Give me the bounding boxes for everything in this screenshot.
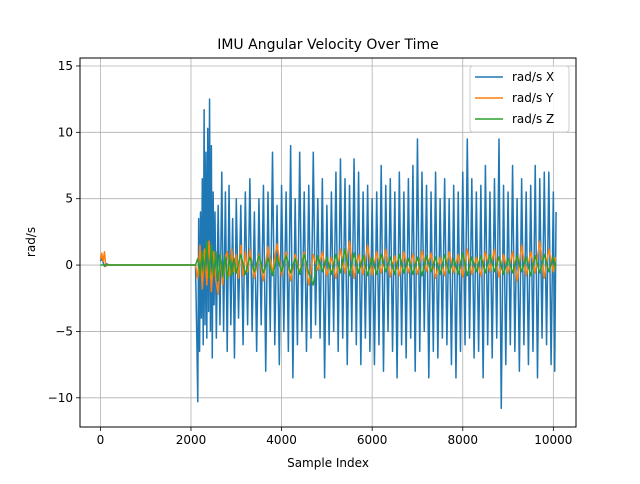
- y-tick-label: −10: [48, 391, 73, 405]
- legend-label: rad/s Y: [512, 91, 554, 105]
- y-axis-label: rad/s: [24, 227, 38, 257]
- x-tick-label: 8000: [447, 433, 478, 447]
- y-axis-ticks: −10 −5 0 5 10 15: [48, 59, 80, 405]
- x-tick-label: 10000: [534, 433, 572, 447]
- series-group: [99, 98, 557, 410]
- x-tick-label: 2000: [176, 433, 207, 447]
- chart-title: IMU Angular Velocity Over Time: [217, 37, 439, 53]
- y-tick-label: 10: [58, 125, 73, 139]
- y-tick-label: 0: [65, 258, 73, 272]
- x-axis-label: Sample Index: [287, 456, 369, 470]
- legend-label: rad/s X: [512, 70, 554, 84]
- legend-label: rad/s Z: [512, 112, 554, 126]
- series-line-3: [100, 240, 557, 286]
- legend-box: [469, 65, 570, 133]
- x-axis-ticks: 0 2000 4000 6000 8000 10000: [97, 427, 572, 447]
- x-tick-label: 0: [97, 433, 105, 447]
- series-line-1: [99, 98, 557, 410]
- x-tick-label: 4000: [266, 433, 297, 447]
- y-tick-label: 5: [65, 192, 73, 206]
- x-tick-label: 6000: [357, 433, 388, 447]
- y-tick-label: −5: [55, 324, 73, 338]
- legend: rad/s X rad/s Y rad/s Z: [469, 65, 570, 133]
- axes-frame: [79, 57, 577, 428]
- y-tick-label: 15: [58, 59, 73, 73]
